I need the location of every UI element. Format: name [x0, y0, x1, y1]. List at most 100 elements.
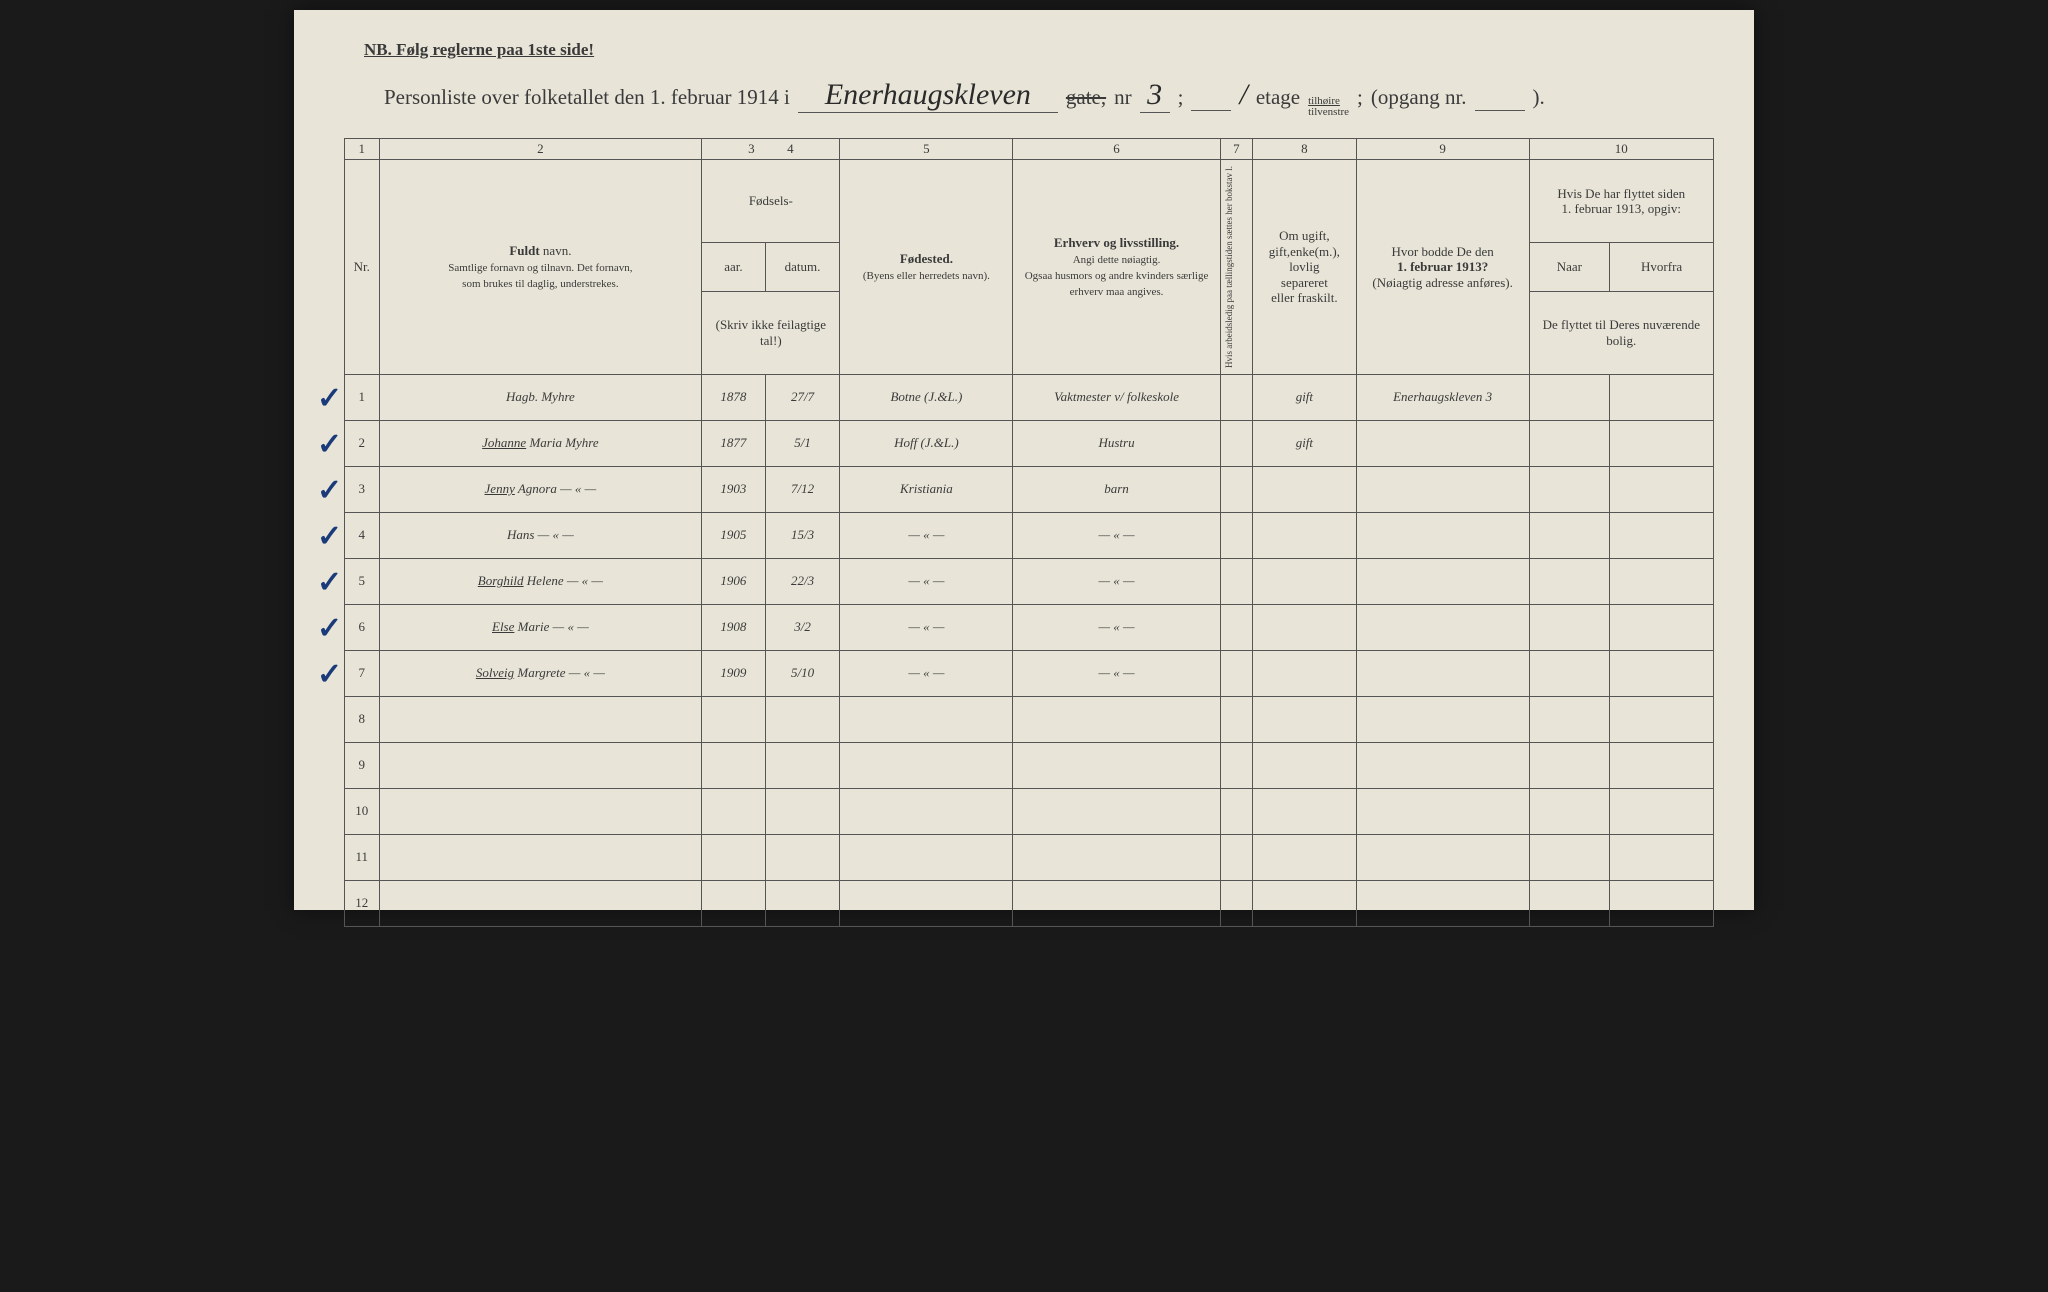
cell-occupation: — « —	[1013, 558, 1220, 604]
cell-year: 1878	[702, 374, 765, 420]
cell-year	[702, 788, 765, 834]
hdr-col10-sub: De flyttet til Deres nuværende bolig.	[1529, 291, 1713, 374]
cell-from	[1610, 374, 1714, 420]
cell-date: 5/10	[765, 650, 840, 696]
colnum-2: 2	[379, 139, 702, 160]
hdr-col7: Hvis arbeidsledig paa tællingstiden sætt…	[1220, 160, 1252, 375]
hdr-col8: Om ugift, gift,enke(m.), lovlig separere…	[1253, 160, 1357, 375]
blank-2	[1475, 85, 1525, 111]
cell-name	[379, 880, 702, 926]
cell-date: 5/1	[765, 420, 840, 466]
cell-unemployed	[1220, 650, 1252, 696]
cell-status: gift	[1253, 420, 1357, 466]
nb-instruction: NB. Følg reglerne paa 1ste side!	[364, 40, 1714, 60]
row-number: 1✓	[345, 374, 380, 420]
colnum-34: 3 4	[702, 139, 840, 160]
cell-when	[1529, 650, 1610, 696]
cell-from	[1610, 880, 1714, 926]
cell-from	[1610, 558, 1714, 604]
cell-status	[1253, 512, 1357, 558]
row-number: 9	[345, 742, 380, 788]
cell-unemployed	[1220, 420, 1252, 466]
cell-status	[1253, 834, 1357, 880]
street-name: Enerhaugskleven	[798, 78, 1058, 113]
row-number: 5✓	[345, 558, 380, 604]
cell-prev-addr: Enerhaugskleven 3	[1356, 374, 1529, 420]
cell-when	[1529, 880, 1610, 926]
cell-year	[702, 696, 765, 742]
cell-name: Solveig Margrete — « —	[379, 650, 702, 696]
hdr-col9: Hvor bodde De den 1. februar 1913? (Nøia…	[1356, 160, 1529, 375]
table-body: 1✓Hagb. Myhre187827/7Botne (J.&L.)Vaktme…	[345, 374, 1714, 926]
cell-occupation	[1013, 696, 1220, 742]
hdr-nr: Nr.	[345, 160, 380, 375]
cell-from	[1610, 742, 1714, 788]
cell-prev-addr	[1356, 650, 1529, 696]
cell-from	[1610, 604, 1714, 650]
cell-status	[1253, 742, 1357, 788]
colnum-6: 6	[1013, 139, 1220, 160]
cell-year: 1908	[702, 604, 765, 650]
title-line: Personliste over folketallet den 1. febr…	[384, 78, 1714, 118]
cell-prev-addr	[1356, 466, 1529, 512]
table-row: 5✓Borghild Helene — « —190622/3— « —— « …	[345, 558, 1714, 604]
cell-status	[1253, 558, 1357, 604]
cell-when	[1529, 742, 1610, 788]
cell-prev-addr	[1356, 880, 1529, 926]
cell-unemployed	[1220, 788, 1252, 834]
table-row: 8	[345, 696, 1714, 742]
cell-year	[702, 834, 765, 880]
cell-when	[1529, 512, 1610, 558]
hdr-erhverv: Erhverv og livsstilling. Angi dette nøia…	[1013, 160, 1220, 375]
cell-occupation	[1013, 880, 1220, 926]
cell-from	[1610, 696, 1714, 742]
cell-when	[1529, 696, 1610, 742]
cell-unemployed	[1220, 466, 1252, 512]
cell-occupation: — « —	[1013, 604, 1220, 650]
cell-year	[702, 742, 765, 788]
cell-place	[840, 696, 1013, 742]
row-number: 8	[345, 696, 380, 742]
row-number: 12	[345, 880, 380, 926]
cell-status	[1253, 880, 1357, 926]
cell-name: Borghild Helene — « —	[379, 558, 702, 604]
cell-date	[765, 696, 840, 742]
cell-occupation	[1013, 742, 1220, 788]
cell-place	[840, 742, 1013, 788]
nr-value: 3	[1140, 78, 1170, 113]
cell-status	[1253, 466, 1357, 512]
semi1: ;	[1178, 85, 1184, 110]
cell-date: 22/3	[765, 558, 840, 604]
cell-prev-addr	[1356, 742, 1529, 788]
cell-place: Kristiania	[840, 466, 1013, 512]
slash: /	[1239, 78, 1247, 112]
table-row: 2✓Johanne Maria Myhre18775/1Hoff (J.&L.)…	[345, 420, 1714, 466]
row-number: 3✓	[345, 466, 380, 512]
row-number: 10	[345, 788, 380, 834]
cell-prev-addr	[1356, 512, 1529, 558]
cell-prev-addr	[1356, 696, 1529, 742]
cell-from	[1610, 650, 1714, 696]
cell-name	[379, 742, 702, 788]
paren-close: ).	[1533, 85, 1545, 110]
cell-year: 1905	[702, 512, 765, 558]
cell-date	[765, 880, 840, 926]
checkmark-icon: ✓	[317, 473, 342, 508]
header-row-1: Nr. Fuldt navn. Samtlige fornavn og tiln…	[345, 160, 1714, 243]
etage-label: etage	[1256, 85, 1300, 110]
colnum-8: 8	[1253, 139, 1357, 160]
cell-when	[1529, 834, 1610, 880]
cell-occupation	[1013, 834, 1220, 880]
cell-prev-addr	[1356, 558, 1529, 604]
table-row: 7✓Solveig Margrete — « —19095/10— « —— «…	[345, 650, 1714, 696]
cell-prev-addr	[1356, 834, 1529, 880]
table-row: 6✓Else Marie — « —19083/2— « —— « —	[345, 604, 1714, 650]
semi2: ;	[1357, 85, 1363, 110]
colnum-7: 7	[1220, 139, 1252, 160]
cell-date	[765, 834, 840, 880]
cell-name: Jenny Agnora — « —	[379, 466, 702, 512]
checkmark-icon: ✓	[317, 381, 342, 416]
cell-date: 15/3	[765, 512, 840, 558]
cell-place: — « —	[840, 604, 1013, 650]
cell-year: 1877	[702, 420, 765, 466]
